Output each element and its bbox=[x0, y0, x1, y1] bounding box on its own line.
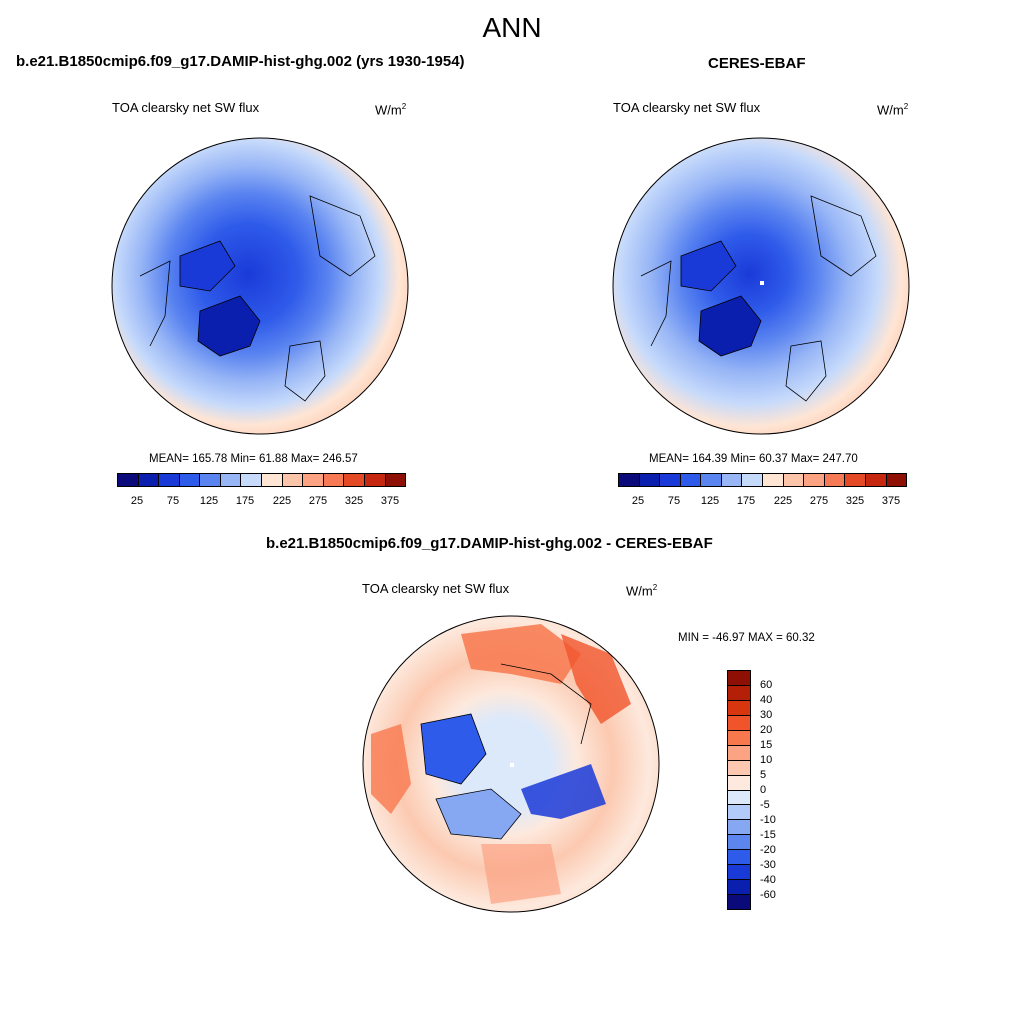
panel3-header: b.e21.B1850cmip6.f09_g17.DAMIP-hist-ghg.… bbox=[266, 535, 713, 552]
panel2-units: W/m2 bbox=[877, 102, 909, 118]
panel3-stats: MIN = -46.97 MAX = 60.32 bbox=[678, 632, 815, 644]
eurasia-coast bbox=[810, 195, 877, 277]
eurasia-coast bbox=[309, 195, 376, 277]
tick: -5 bbox=[760, 799, 770, 811]
tick: 15 bbox=[760, 739, 773, 751]
scandinavia-coast bbox=[785, 340, 827, 402]
tick: 75 bbox=[166, 495, 180, 507]
tick: 30 bbox=[760, 709, 773, 721]
tick: 275 bbox=[809, 495, 829, 507]
tick: -15 bbox=[760, 829, 776, 841]
tick: 275 bbox=[308, 495, 328, 507]
figure-title: ANN bbox=[482, 12, 542, 43]
tick: 25 bbox=[631, 495, 645, 507]
panel3-polar-map bbox=[362, 615, 660, 913]
scandinavia-coast bbox=[284, 340, 326, 402]
tick: 125 bbox=[199, 495, 219, 507]
panel2-stats: MEAN= 164.39 Min= 60.37 Max= 247.70 bbox=[649, 453, 858, 465]
arctic-archipelago bbox=[179, 240, 236, 292]
warm-anomaly-north bbox=[461, 624, 581, 684]
tick: 325 bbox=[845, 495, 865, 507]
tick: 225 bbox=[272, 495, 292, 507]
pole-missing-data bbox=[510, 763, 514, 767]
tick: -20 bbox=[760, 844, 776, 856]
tick: -60 bbox=[760, 889, 776, 901]
tick: 25 bbox=[130, 495, 144, 507]
tick: 10 bbox=[760, 754, 773, 766]
tick: 175 bbox=[235, 495, 255, 507]
north-america-coast bbox=[139, 260, 171, 347]
tick: 125 bbox=[700, 495, 720, 507]
north-america-coast bbox=[640, 260, 672, 347]
panel1-units: W/m2 bbox=[375, 102, 407, 118]
panel1-colorbar-ticks: 25 75 125 175 225 275 325 375 bbox=[117, 495, 406, 509]
cold-anomaly-archipelago bbox=[420, 713, 487, 785]
tick: -10 bbox=[760, 814, 776, 826]
panel3-units: W/m2 bbox=[626, 583, 658, 599]
panel3-variable-label: TOA clearsky net SW flux bbox=[362, 581, 510, 596]
tick: 20 bbox=[760, 724, 773, 736]
tick: 325 bbox=[344, 495, 364, 507]
panel1-stats: MEAN= 165.78 Min= 61.88 Max= 246.57 bbox=[149, 453, 358, 465]
panel1-variable-label: TOA clearsky net SW flux bbox=[112, 100, 260, 115]
pole-missing-data bbox=[760, 281, 764, 285]
tick: -40 bbox=[760, 874, 776, 886]
greenland-low-flux bbox=[698, 295, 762, 357]
tick: 375 bbox=[380, 495, 400, 507]
panel3-colorbar bbox=[727, 670, 751, 910]
tick: 0 bbox=[760, 784, 767, 796]
tick: 225 bbox=[773, 495, 793, 507]
tick: 375 bbox=[881, 495, 901, 507]
warm-anomaly-east bbox=[561, 634, 631, 724]
tick: 75 bbox=[667, 495, 681, 507]
tick: 60 bbox=[760, 679, 773, 691]
tick: 40 bbox=[760, 694, 773, 706]
panel2-polar-map bbox=[612, 137, 910, 435]
panel2-colorbar bbox=[618, 473, 907, 487]
panel2-colorbar-ticks: 25 75 125 175 225 275 325 375 bbox=[618, 495, 907, 509]
panel1-polar-map bbox=[111, 137, 409, 435]
cold-anomaly-greenland-edge bbox=[435, 788, 522, 840]
arctic-archipelago bbox=[680, 240, 737, 292]
eurasia-coast bbox=[500, 663, 592, 745]
tick: 175 bbox=[736, 495, 756, 507]
greenland-low-flux bbox=[197, 295, 261, 357]
tick: 5 bbox=[760, 769, 767, 781]
warm-anomaly-west bbox=[371, 724, 411, 814]
panel1-colorbar bbox=[117, 473, 406, 487]
cold-anomaly-barents bbox=[521, 764, 606, 819]
tick: -30 bbox=[760, 859, 776, 871]
panel2-variable-label: TOA clearsky net SW flux bbox=[613, 100, 761, 115]
panel3-colorbar-ticks: 60 40 30 20 15 10 5 0 -5 -10 -15 -20 -30… bbox=[760, 670, 800, 910]
panel2-header: CERES-EBAF bbox=[708, 55, 806, 72]
panel1-header: b.e21.B1850cmip6.f09_g17.DAMIP-hist-ghg.… bbox=[16, 53, 465, 70]
warm-anomaly-south bbox=[481, 844, 561, 904]
